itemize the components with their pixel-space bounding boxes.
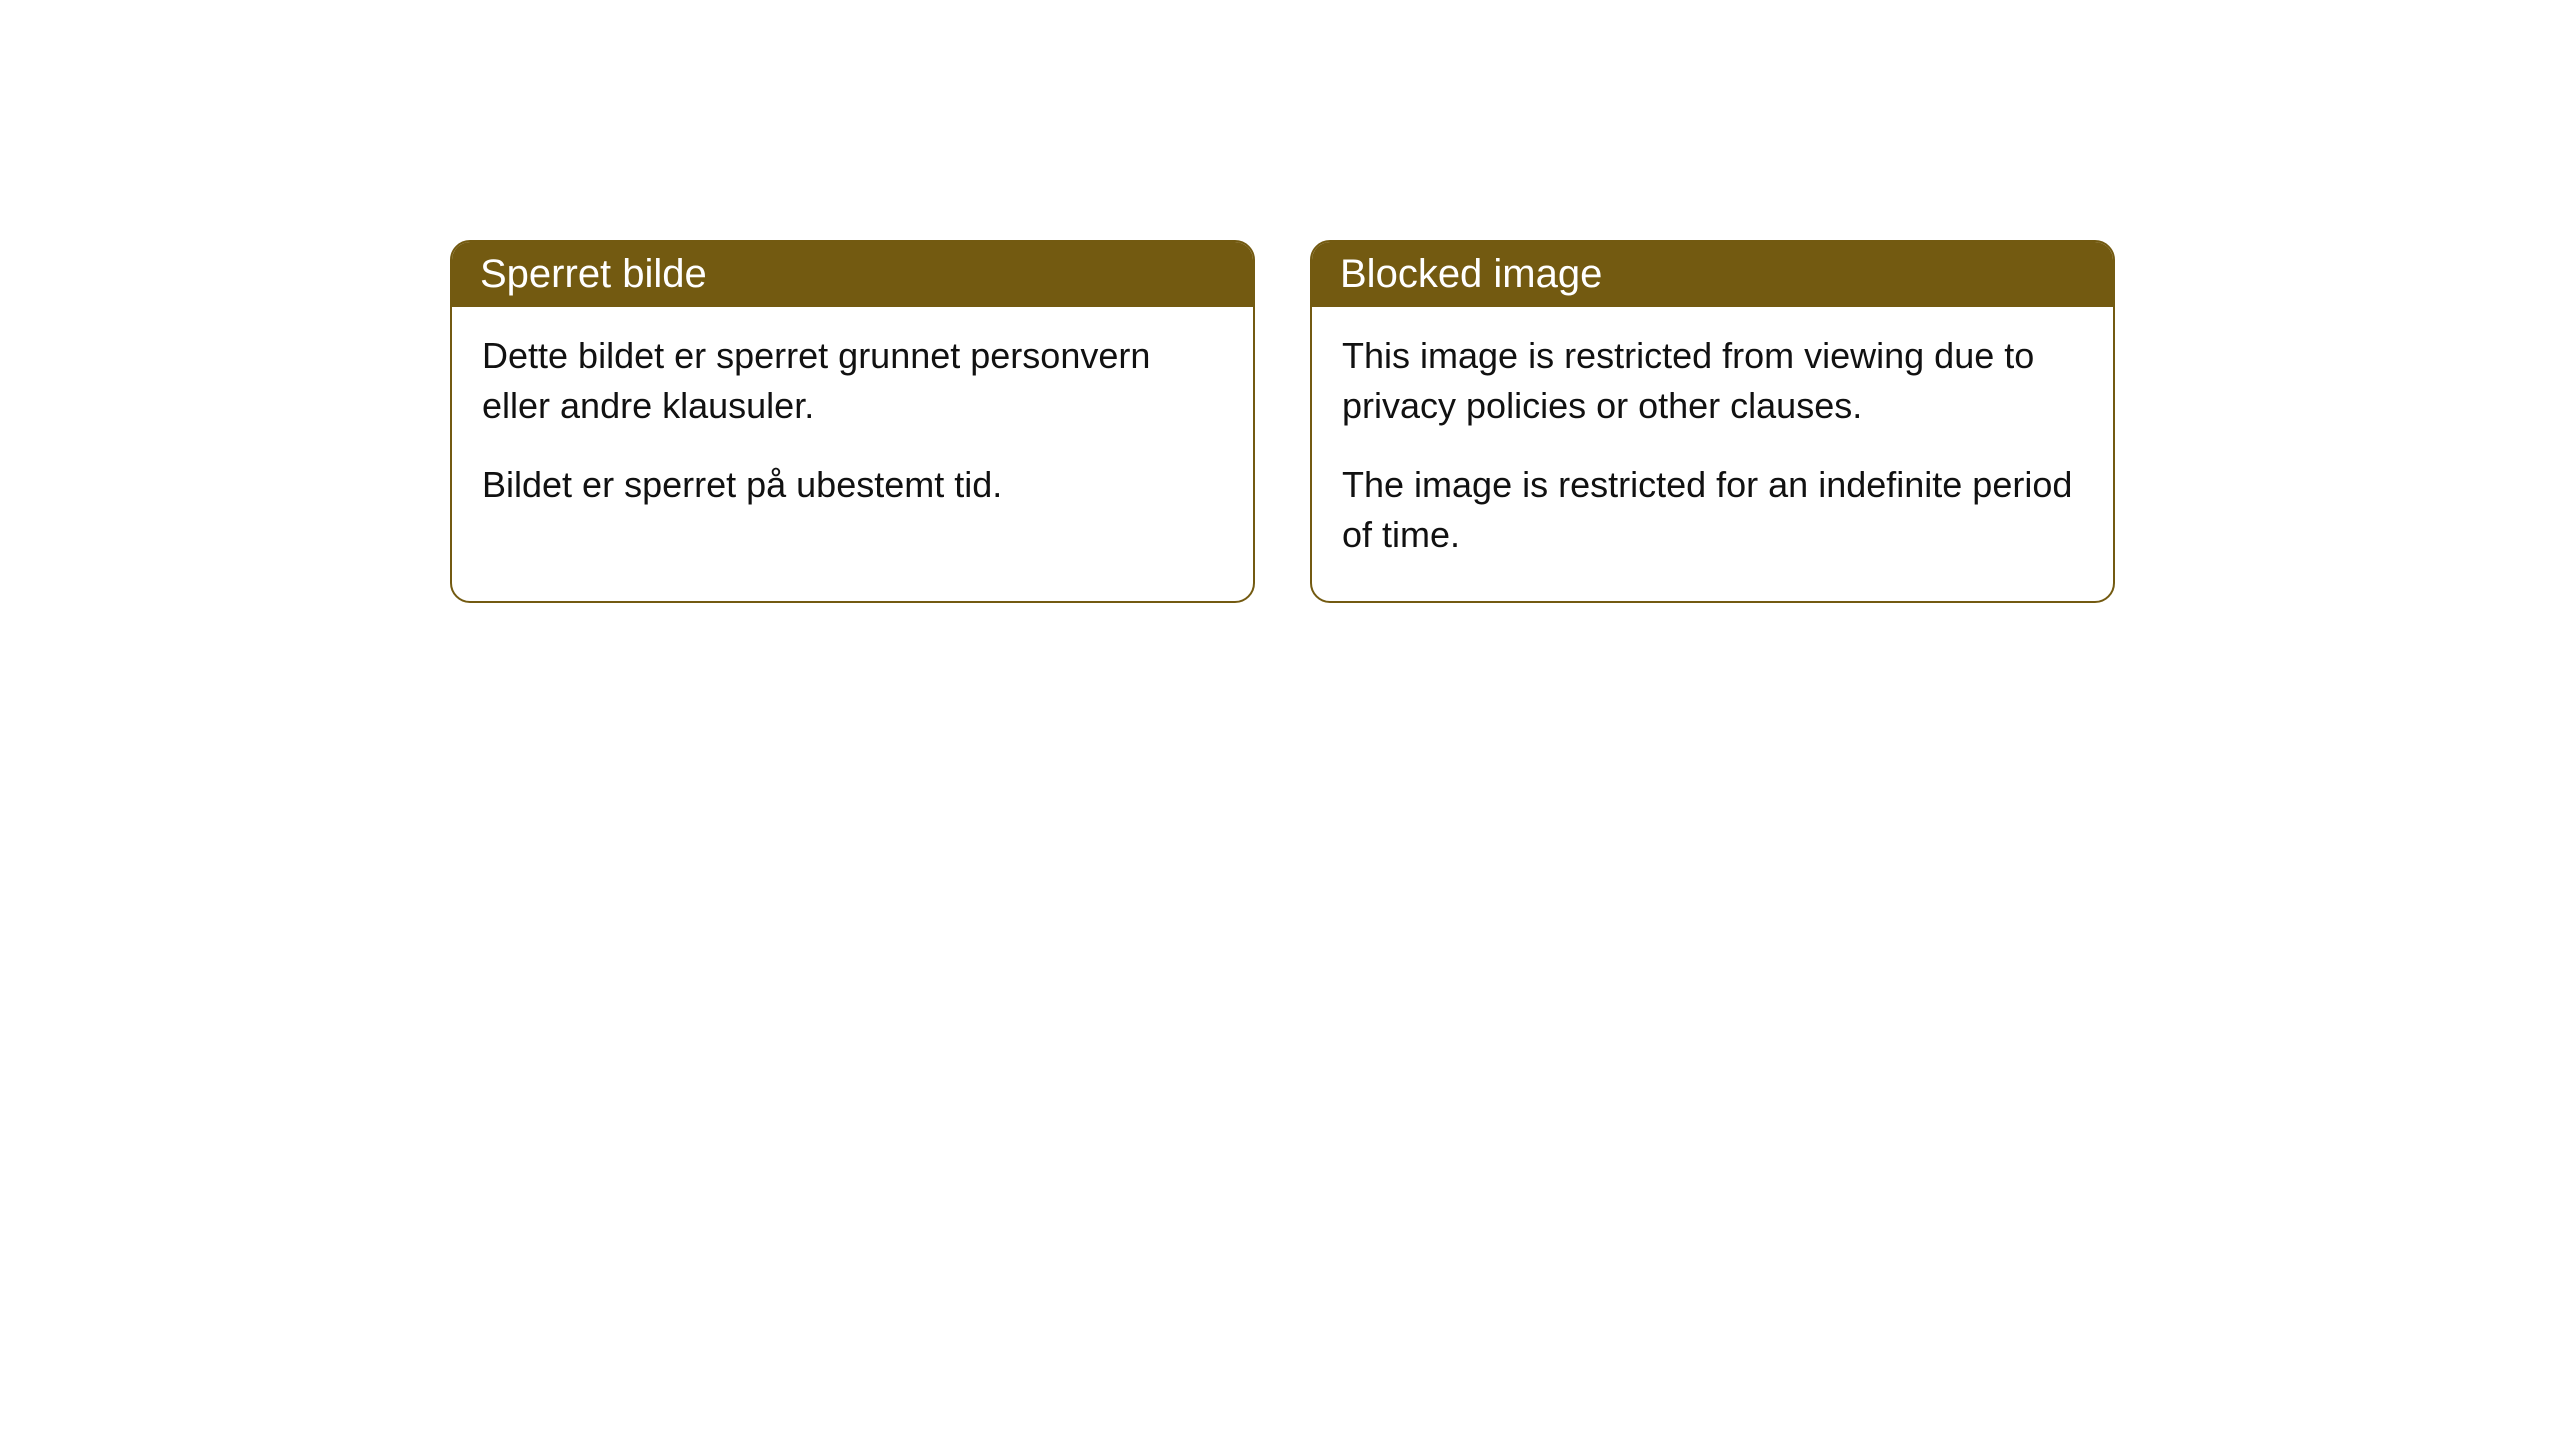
card-body-english: This image is restricted from viewing du… <box>1312 307 2113 601</box>
card-text-duration: Bildet er sperret på ubestemt tid. <box>482 460 1223 510</box>
card-header-norwegian: Sperret bilde <box>452 242 1253 307</box>
blocked-image-card-norwegian: Sperret bilde Dette bildet er sperret gr… <box>450 240 1255 603</box>
card-text-reason: Dette bildet er sperret grunnet personve… <box>482 331 1223 432</box>
card-text-duration: The image is restricted for an indefinit… <box>1342 460 2083 561</box>
card-title: Sperret bilde <box>480 252 707 296</box>
blocked-image-card-english: Blocked image This image is restricted f… <box>1310 240 2115 603</box>
card-text-reason: This image is restricted from viewing du… <box>1342 331 2083 432</box>
card-header-english: Blocked image <box>1312 242 2113 307</box>
notice-container: Sperret bilde Dette bildet er sperret gr… <box>0 0 2560 603</box>
card-body-norwegian: Dette bildet er sperret grunnet personve… <box>452 307 1253 550</box>
card-title: Blocked image <box>1340 252 1602 296</box>
